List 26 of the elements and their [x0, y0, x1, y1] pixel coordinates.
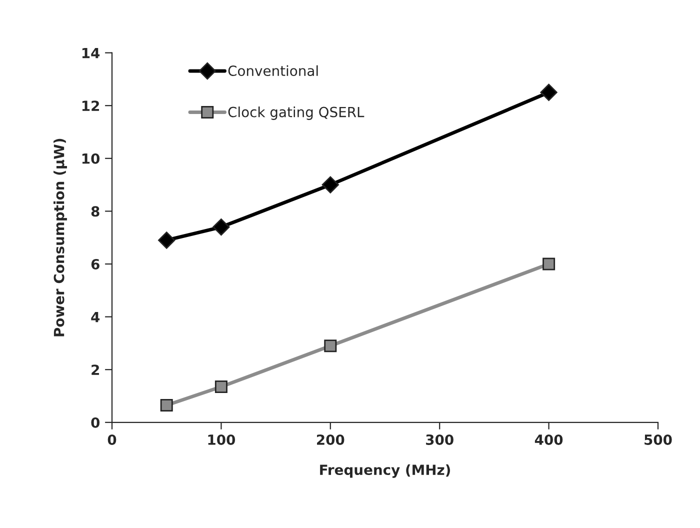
- y-tick-label: 14: [82, 48, 100, 58]
- y-axis-title: Power Consumption (µW): [54, 138, 67, 336]
- y-tick-label: 12: [82, 100, 99, 111]
- y-tick-label: 8: [91, 206, 100, 217]
- x-tick-label: 400: [534, 434, 563, 445]
- legend-label: Clock gating QSERL: [228, 106, 364, 120]
- x-tick-label: 500: [644, 434, 672, 445]
- point: [540, 84, 558, 101]
- y-tick-label: 10: [82, 153, 100, 164]
- point: [214, 380, 228, 394]
- x-tick-label: 300: [426, 434, 454, 445]
- legend-label: Conventional: [228, 65, 318, 76]
- point: [324, 340, 337, 352]
- point: [322, 176, 339, 194]
- x-tick-label: 0: [108, 434, 116, 445]
- y-tick-label: 2: [92, 364, 99, 375]
- point: [160, 398, 173, 412]
- y-tick-label: 0: [91, 417, 100, 428]
- point: [542, 258, 556, 270]
- y-tick-label: 4: [91, 312, 100, 322]
- x-tick-label: 200: [317, 434, 344, 445]
- y-tick-label: 6: [91, 258, 100, 270]
- x-axis-title: Frequency (MHz): [320, 464, 450, 478]
- x-tick-label: 100: [208, 434, 236, 445]
- point: [158, 232, 176, 249]
- point: [212, 218, 230, 236]
